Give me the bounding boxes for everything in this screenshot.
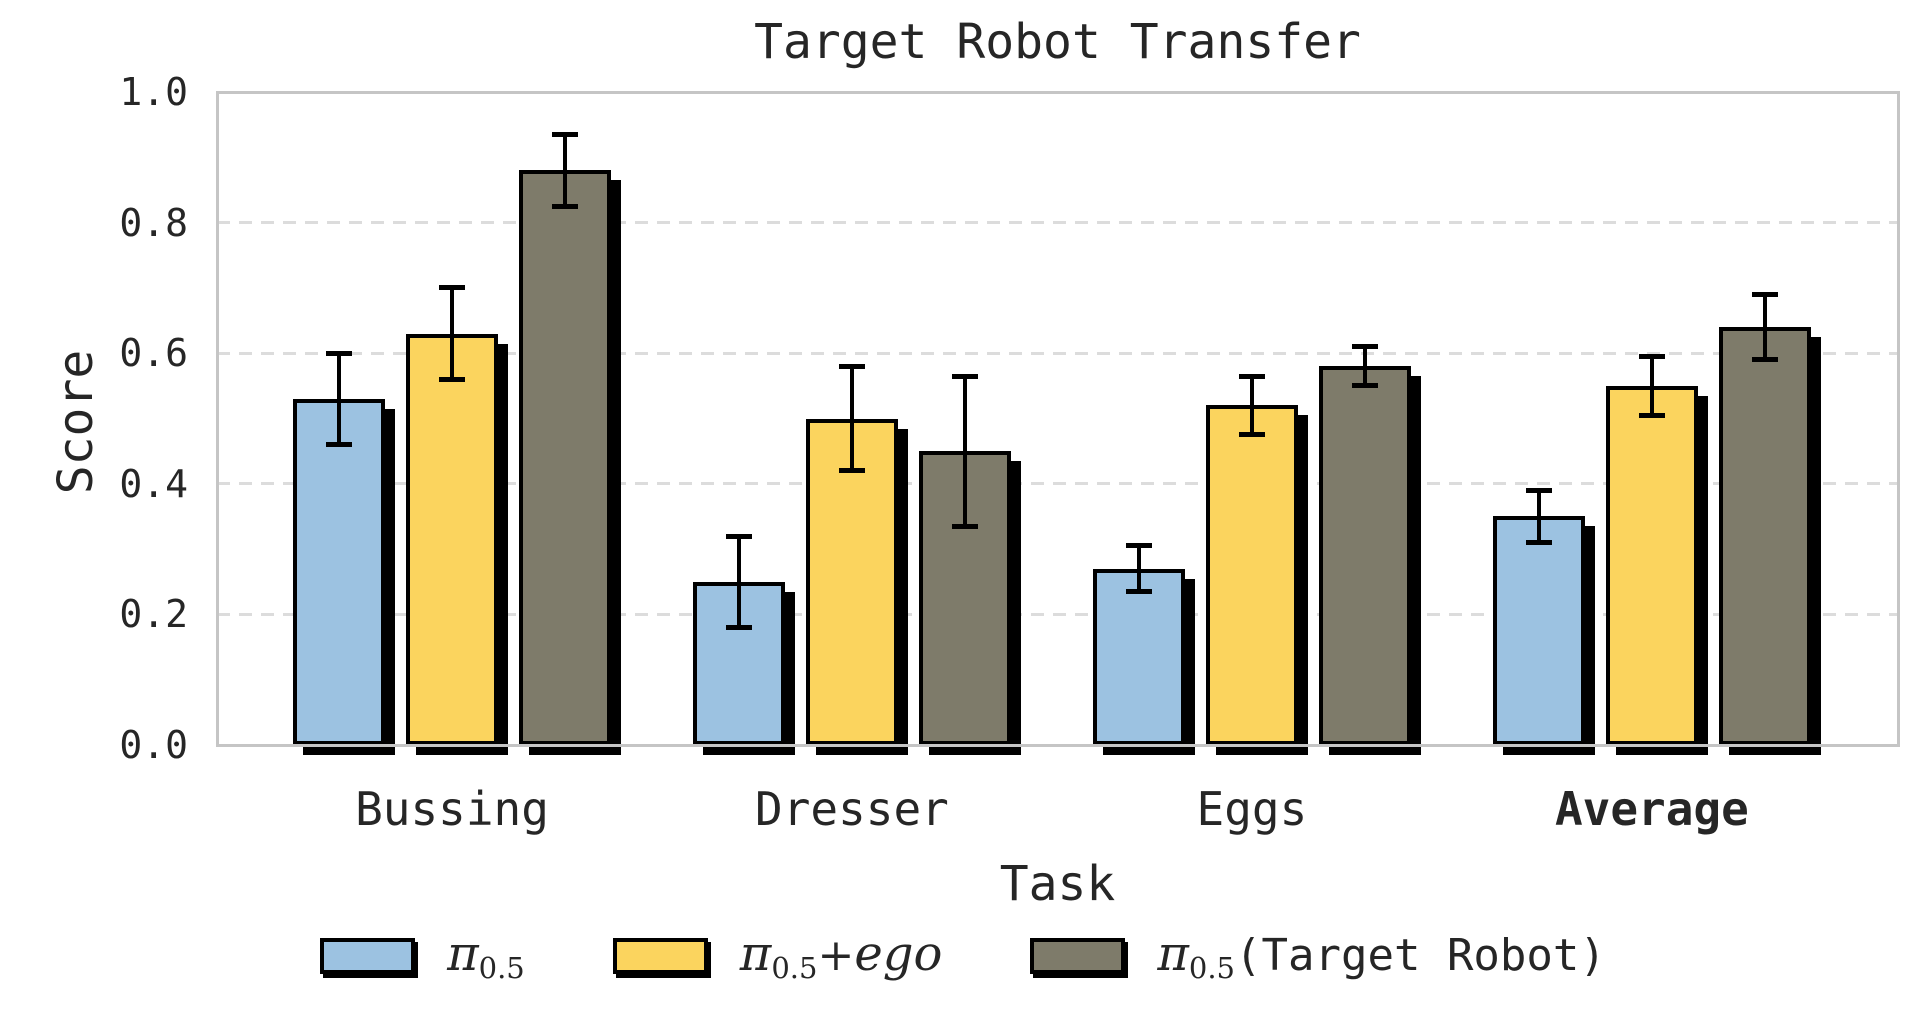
error-bar-cap <box>1238 373 1265 379</box>
error-bar <box>1762 294 1767 360</box>
error-bar <box>962 376 967 527</box>
gridline <box>217 482 1898 486</box>
bar-pi-0.5-eggs <box>1092 568 1185 745</box>
bar-pi-0.5-bussing <box>293 398 385 745</box>
bar-pi-0.5-target-robot-average <box>1718 327 1811 745</box>
error-bar <box>450 287 454 380</box>
legend-label-segment: + <box>817 930 855 981</box>
x-tick-label-bussing: Bussing <box>355 782 549 836</box>
error-bar <box>736 536 741 628</box>
error-bar <box>849 366 854 471</box>
x-tick-label-eggs: Eggs <box>1196 782 1308 836</box>
legend-label-segment: 0.5 <box>478 951 525 986</box>
bar-pi-0.5-target-robot-eggs <box>1318 366 1411 745</box>
error-bar-cap <box>1125 543 1152 549</box>
x-tick-label-average: Average <box>1554 782 1749 836</box>
error-bar-cap <box>838 363 865 369</box>
error-bar-cap <box>439 285 465 291</box>
error-bar <box>337 353 341 445</box>
bar-pi-0.5-average <box>1492 516 1585 745</box>
legend-label-segment: π <box>739 926 772 982</box>
y-tick-label: 0.2 <box>119 592 188 637</box>
error-bar-cap <box>1525 540 1552 546</box>
bar-pi-0.5-plus-ego-eggs <box>1205 405 1298 745</box>
error-bar <box>1249 376 1254 435</box>
bar-pi-0.5-target-robot-bussing <box>519 170 611 745</box>
legend-swatch-pi-0.5-target-robot <box>1030 937 1126 974</box>
legend-item-pi-0.5-target-robot: π0.5(Target Robot) <box>1030 926 1606 985</box>
legend-label-pi-0.5-plus-ego: π0.5+ego <box>740 926 943 985</box>
y-tick-label: 0.8 <box>119 200 188 245</box>
x-axis-label: Task <box>999 856 1116 912</box>
legend-swatch-pi-0.5 <box>320 937 416 974</box>
error-bar-cap <box>725 533 752 539</box>
plot-area <box>217 90 1898 755</box>
error-bar-cap <box>951 523 978 529</box>
axis-spine <box>215 90 1900 94</box>
error-bar <box>1649 356 1654 416</box>
error-bar-cap <box>1638 412 1665 418</box>
gridline <box>217 351 1898 355</box>
error-bar-cap <box>1525 487 1552 493</box>
error-bar-cap <box>1751 291 1778 297</box>
axis-spine <box>215 90 219 747</box>
legend: π0.5 π0.5+ego π0.5(Target Robot) <box>0 926 1926 985</box>
error-bar-cap <box>725 624 752 630</box>
error-bar-cap <box>326 350 352 356</box>
error-bar-cap <box>1238 432 1265 438</box>
error-bar-cap <box>552 203 578 209</box>
y-tick-label: 0.6 <box>119 331 188 376</box>
legend-item-pi-0.5-plus-ego: π0.5+ego <box>612 926 943 985</box>
y-tick-label: 0.0 <box>119 723 188 767</box>
gridline <box>217 612 1898 616</box>
x-tick-label-dresser: Dresser <box>755 782 949 836</box>
error-bar <box>1536 490 1541 543</box>
error-bar <box>1136 545 1141 592</box>
legend-label-segment: π <box>1157 926 1189 982</box>
legend-label-segment: 0.5 <box>771 951 818 986</box>
error-bar-cap <box>439 376 465 382</box>
bar-pi-0.5-plus-ego-bussing <box>406 333 498 745</box>
axis-spine <box>1896 90 1900 747</box>
y-tick-label: 1.0 <box>119 70 188 114</box>
legend-label-pi-0.5: π0.5 <box>447 926 525 985</box>
error-bar <box>563 134 567 207</box>
gridline <box>217 221 1898 225</box>
legend-swatch-pi-0.5-plus-ego <box>612 937 708 974</box>
legend-label-segment: π <box>447 926 479 982</box>
chart-title: Target Robot Transfer <box>754 14 1361 70</box>
error-bar-cap <box>1125 589 1152 595</box>
error-bar <box>1362 346 1367 386</box>
legend-label-segment: 0.5 <box>1188 951 1236 986</box>
axis-spine <box>215 743 1900 747</box>
legend-label-segment: (Target Robot) <box>1235 930 1606 981</box>
error-bar-cap <box>1351 344 1378 350</box>
error-bar-cap <box>326 442 352 448</box>
bar-pi-0.5-plus-ego-dresser <box>805 418 898 745</box>
legend-label-pi-0.5-target-robot: π0.5(Target Robot) <box>1157 926 1606 985</box>
error-bar-cap <box>1751 357 1778 363</box>
legend-item-pi-0.5: π0.5 <box>320 926 525 985</box>
error-bar-cap <box>838 468 865 474</box>
error-bar-cap <box>1351 383 1378 389</box>
bar-pi-0.5-plus-ego-average <box>1605 385 1698 745</box>
y-tick-label: 0.4 <box>119 461 188 506</box>
legend-label-segment: ego <box>854 926 943 982</box>
error-bar-cap <box>1638 353 1665 359</box>
error-bar-cap <box>552 131 578 137</box>
error-bar-cap <box>951 373 978 379</box>
